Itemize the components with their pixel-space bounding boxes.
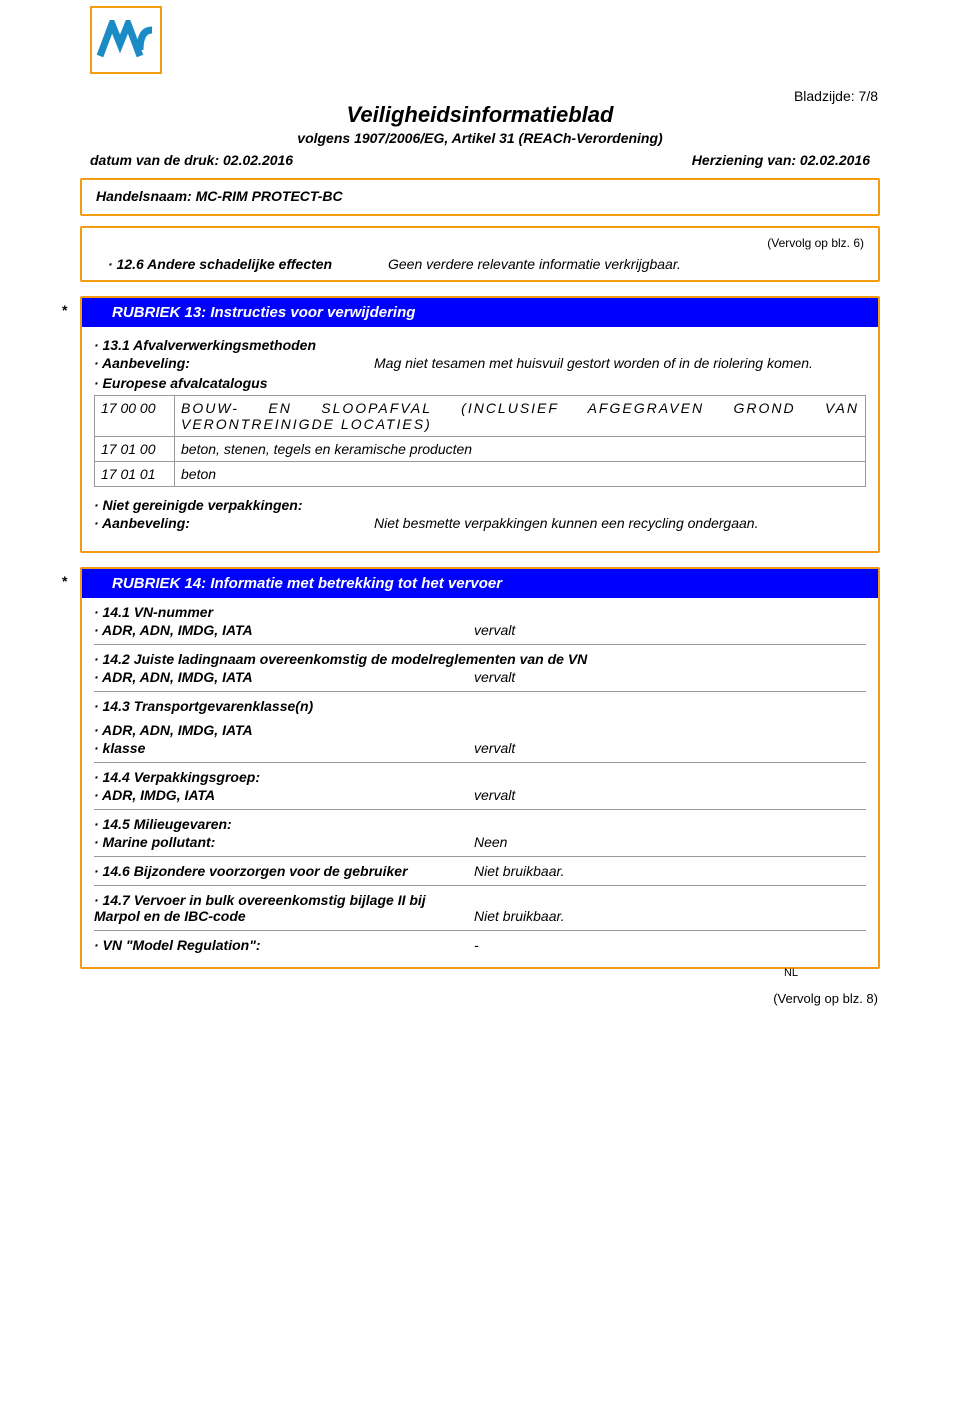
section-13-box: RUBRIEK 13: Instructies voor verwijderin… <box>80 296 880 553</box>
precautions-value: Niet bruikbaar. <box>474 863 565 879</box>
waste-catalog-label: · Europese afvalcatalogus <box>94 375 866 391</box>
section-14-box: RUBRIEK 14: Informatie met betrekking to… <box>80 567 880 969</box>
adr-line: · ADR, ADN, IMDG, IATA <box>94 722 866 738</box>
recommendation-value: Mag niet tesamen met huisvuil gestort wo… <box>374 355 866 371</box>
document-title: Veiligheidsinformatieblad <box>80 102 880 128</box>
packing-group-value: vervalt <box>474 787 515 803</box>
print-date: datum van de druk: 02.02.2016 <box>90 152 293 168</box>
precautions-label: · 14.6 Bijzondere voorzorgen voor de geb… <box>94 863 474 879</box>
bulk-transport-label: · 14.7 Vervoer in bulk overeenkomstig bi… <box>94 892 474 924</box>
un-number-label: · 14.1 VN-nummer <box>94 604 866 620</box>
uncleaned-label: · Niet gereinigde verpakkingen: <box>94 497 866 513</box>
disposal-methods-label: · 13.1 Afvalverwerkingsmethoden <box>94 337 866 353</box>
waste-row: 17 01 00 beton, stenen, tegels en kerami… <box>95 437 866 462</box>
adr-line: · ADR, IMDG, IATA <box>94 787 474 803</box>
document-page: Bladzijde: 7/8 Veiligheidsinformatieblad… <box>0 0 960 1418</box>
recommendation-label: · Aanbeveling: <box>94 355 374 371</box>
un-number-value: vervalt <box>474 622 515 638</box>
model-regulation-value: - <box>474 937 479 953</box>
revision-date: Herziening van: 02.02.2016 <box>692 152 870 168</box>
packing-group-label: · 14.4 Verpakkingsgroep: <box>94 769 866 785</box>
date-row: datum van de druk: 02.02.2016 Herziening… <box>80 152 880 168</box>
document-header: Veiligheidsinformatieblad volgens 1907/2… <box>80 102 880 146</box>
adr-line: · ADR, ADN, IMDG, IATA <box>94 669 474 685</box>
section-14-heading: RUBRIEK 14: Informatie met betrekking to… <box>82 569 878 598</box>
continuation-previous: (Vervolg op blz. 6) <box>96 236 864 250</box>
divider <box>94 930 866 931</box>
divider <box>94 856 866 857</box>
section-12-continuation: (Vervolg op blz. 6) · 12.6 Andere schade… <box>80 226 880 282</box>
divider <box>94 644 866 645</box>
divider <box>94 809 866 810</box>
company-logo <box>90 6 162 74</box>
waste-code: 17 01 01 <box>95 462 175 487</box>
country-tag: NL <box>784 967 798 979</box>
divider <box>94 691 866 692</box>
waste-catalog-table: 17 00 00 BOUW- EN SLOOPAFVAL (INCLUSIEF … <box>94 395 866 487</box>
env-hazard-label: · 14.5 Milieugevaren: <box>94 816 866 832</box>
class-label: · klasse <box>94 740 474 756</box>
other-effects-label: · 12.6 Andere schadelijke effecten <box>108 256 388 272</box>
waste-code: 17 00 00 <box>95 396 175 437</box>
section-13-heading: RUBRIEK 13: Instructies voor verwijderin… <box>82 298 878 327</box>
recommendation2-value: Niet besmette verpakkingen kunnen een re… <box>374 515 866 531</box>
waste-desc: BOUW- EN SLOOPAFVAL (INCLUSIEF AFGEGRAVE… <box>175 396 866 437</box>
tradename-label: Handelsnaam: MC-RIM PROTECT-BC <box>96 188 343 204</box>
continuation-next: (Vervolg op blz. 8) <box>80 991 880 1006</box>
recommendation2-label: · Aanbeveling: <box>94 515 374 531</box>
bulk-transport-value: Niet bruikbaar. <box>474 908 565 924</box>
waste-row: 17 00 00 BOUW- EN SLOOPAFVAL (INCLUSIEF … <box>95 396 866 437</box>
page-number: Bladzijde: 7/8 <box>794 88 878 104</box>
waste-desc: beton, stenen, tegels en keramische prod… <box>175 437 866 462</box>
divider <box>94 885 866 886</box>
class-value: vervalt <box>474 740 515 756</box>
mc-logo-icon <box>96 20 156 60</box>
tradename-box: Handelsnaam: MC-RIM PROTECT-BC <box>80 178 880 216</box>
marine-pollutant-value: Neen <box>474 834 507 850</box>
shipping-name-label: · 14.2 Juiste ladingnaam overeenkomstig … <box>94 651 866 667</box>
adr-line: · ADR, ADN, IMDG, IATA <box>94 622 474 638</box>
model-regulation-label: · VN "Model Regulation": <box>94 937 474 953</box>
other-effects-value: Geen verdere relevante informatie verkri… <box>388 256 864 272</box>
shipping-name-value: vervalt <box>474 669 515 685</box>
waste-row: 17 01 01 beton <box>95 462 866 487</box>
divider <box>94 762 866 763</box>
marine-pollutant-label: · Marine pollutant: <box>94 834 474 850</box>
document-subtitle: volgens 1907/2006/EG, Artikel 31 (REACh-… <box>80 130 880 146</box>
waste-code: 17 01 00 <box>95 437 175 462</box>
revision-star-icon: * <box>62 573 67 589</box>
revision-star-icon: * <box>62 302 67 318</box>
transport-body: · 14.1 VN-nummer · ADR, ADN, IMDG, IATA … <box>82 598 878 963</box>
waste-desc: beton <box>175 462 866 487</box>
hazard-class-label: · 14.3 Transportgevarenklasse(n) <box>94 698 866 714</box>
